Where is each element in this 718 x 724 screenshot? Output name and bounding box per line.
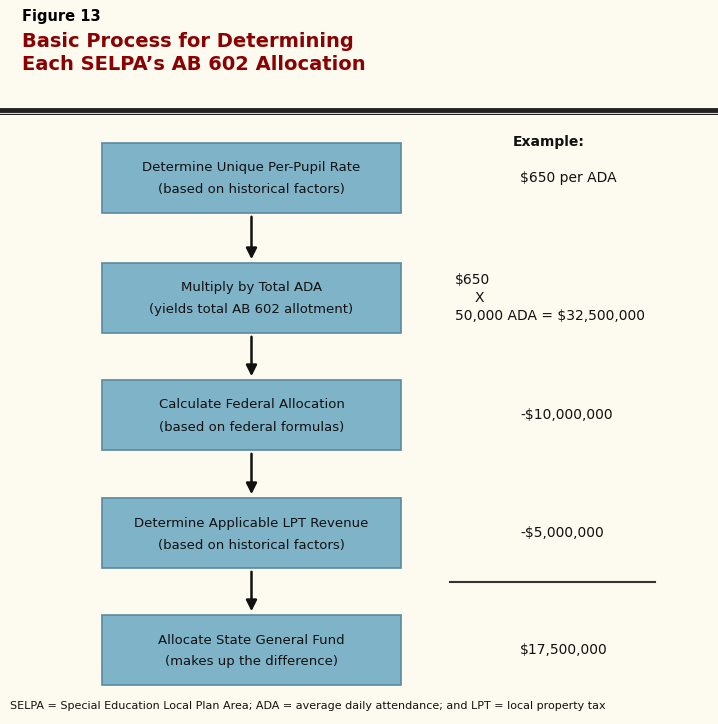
Text: Multiply by Total ADA: Multiply by Total ADA bbox=[181, 282, 322, 295]
FancyBboxPatch shape bbox=[102, 263, 401, 333]
Text: (makes up the difference): (makes up the difference) bbox=[165, 655, 338, 668]
Text: SELPA = Special Education Local Plan Area; ADA = average daily attendance; and L: SELPA = Special Education Local Plan Are… bbox=[10, 701, 605, 711]
Text: -$10,000,000: -$10,000,000 bbox=[520, 408, 612, 422]
Text: $650: $650 bbox=[455, 273, 490, 287]
Text: Basic Process for Determining
Each SELPA’s AB 602 Allocation: Basic Process for Determining Each SELPA… bbox=[22, 32, 365, 74]
Text: Determine Unique Per-Pupil Rate: Determine Unique Per-Pupil Rate bbox=[142, 161, 360, 174]
Text: Example:: Example: bbox=[513, 135, 585, 149]
Text: Determine Applicable LPT Revenue: Determine Applicable LPT Revenue bbox=[134, 516, 368, 529]
Text: 50,000 ADA = $32,500,000: 50,000 ADA = $32,500,000 bbox=[455, 309, 645, 323]
Text: (based on historical factors): (based on historical factors) bbox=[158, 539, 345, 552]
FancyBboxPatch shape bbox=[102, 615, 401, 685]
Text: Calculate Federal Allocation: Calculate Federal Allocation bbox=[159, 398, 345, 411]
Text: -$5,000,000: -$5,000,000 bbox=[520, 526, 604, 540]
Text: (based on federal formulas): (based on federal formulas) bbox=[159, 421, 344, 434]
FancyBboxPatch shape bbox=[102, 380, 401, 450]
Text: X: X bbox=[475, 291, 485, 305]
Text: (yields total AB 602 allotment): (yields total AB 602 allotment) bbox=[149, 303, 353, 316]
FancyBboxPatch shape bbox=[102, 143, 401, 213]
Text: Allocate State General Fund: Allocate State General Fund bbox=[158, 634, 345, 647]
Text: $650 per ADA: $650 per ADA bbox=[520, 171, 617, 185]
FancyBboxPatch shape bbox=[102, 498, 401, 568]
Text: Figure 13: Figure 13 bbox=[22, 9, 101, 24]
Text: $17,500,000: $17,500,000 bbox=[520, 643, 607, 657]
Text: (based on historical factors): (based on historical factors) bbox=[158, 183, 345, 196]
